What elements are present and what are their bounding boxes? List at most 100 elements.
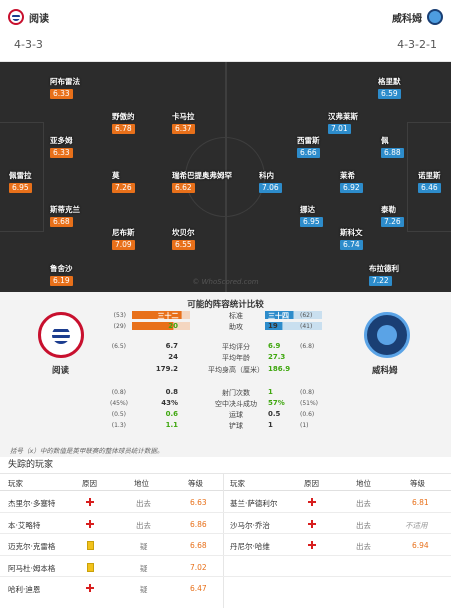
- status: 疑: [140, 563, 148, 573]
- player-link[interactable]: 沙马尔·乔治: [230, 520, 270, 530]
- player-name: 坎贝尔: [172, 228, 195, 237]
- home-player[interactable]: 莫 7.26: [112, 170, 135, 193]
- home-player[interactable]: 卡马拉 6.37: [172, 111, 195, 134]
- stat-label: 平均年龄: [222, 354, 250, 362]
- player-rating: 6.19: [50, 276, 73, 286]
- home-player[interactable]: 野傲的 6.78: [112, 111, 135, 134]
- player-link[interactable]: 基兰·萨德利尔: [230, 499, 278, 508]
- home-player[interactable]: 瑞希巴提奥弗姆罕 6.62: [172, 170, 232, 193]
- wycombe-badge-icon: [427, 9, 443, 25]
- home-team[interactable]: 阅读: [8, 9, 49, 25]
- status: 疑: [140, 585, 148, 594]
- home-player[interactable]: 尼布斯 7.09: [112, 227, 135, 250]
- home-league-avg: (0.8): [111, 389, 126, 396]
- injury-icon: [86, 498, 94, 506]
- away-player[interactable]: 泰勒 7.26: [381, 204, 404, 227]
- player-name: 斯科文: [340, 228, 363, 237]
- player-name: 斯蒂克兰: [50, 205, 80, 214]
- stat-row-avg-height: 179.2 平均身高（厘米） 186.9: [110, 365, 342, 376]
- home-league-avg: (6.5): [111, 343, 126, 350]
- stat-row-goals: (53) 三十二 标准 三十四 (62): [110, 311, 342, 322]
- home-player[interactable]: 鲁舍沙 6.19: [50, 263, 73, 286]
- status: 出去: [356, 499, 371, 508]
- player-link[interactable]: 阿马杜·姆本格: [8, 563, 56, 573]
- rating: 不适用: [405, 520, 428, 530]
- column-divider: [223, 474, 224, 608]
- stat-row-avg-age: 24 平均年龄 27.3: [110, 353, 342, 364]
- player-name: 挪达: [300, 205, 315, 214]
- col-reason: 原因: [304, 479, 319, 488]
- home-player[interactable]: 阿布雷法 6.33: [50, 76, 80, 99]
- away-player[interactable]: 汉弗莱斯 7.01: [328, 111, 358, 134]
- away-player[interactable]: 佩 6.88: [381, 135, 404, 158]
- home-player[interactable]: 亚多姆 6.33: [50, 135, 73, 158]
- col-rating: 等级: [410, 479, 425, 488]
- injury-icon: [308, 519, 316, 528]
- away-league-avg: (62): [300, 312, 313, 319]
- away-team-name[interactable]: 威科姆: [392, 13, 422, 25]
- away-league-avg: (51%): [300, 400, 319, 407]
- reading-badge-icon: [8, 9, 24, 25]
- stat-label: 助攻: [229, 323, 243, 331]
- player-rating: 6.74: [340, 240, 363, 250]
- player-link[interactable]: 迈克尔·克雷格: [8, 542, 56, 551]
- player-name: 亚多姆: [50, 136, 73, 145]
- player-name: 莫: [112, 171, 120, 180]
- player-name: 佩: [381, 136, 389, 145]
- away-player[interactable]: 莱希 6.92: [340, 170, 363, 193]
- table-row: 本·艾略特 出去 6.86 沙马尔·乔治 出去 不适用: [0, 513, 451, 534]
- away-value: 186.9: [268, 365, 291, 373]
- away-value: 19: [268, 322, 278, 330]
- home-value: 三十二: [157, 312, 179, 320]
- player-link[interactable]: 杰里尔·多塞特: [8, 499, 56, 508]
- home-player[interactable]: 坎贝尔 6.55: [172, 227, 195, 250]
- away-value: 三十四: [268, 312, 289, 320]
- away-player[interactable]: 格里默 6.59: [378, 76, 401, 99]
- comparison-home-team[interactable]: 阅读: [52, 366, 70, 376]
- col-reason: 原因: [82, 479, 97, 488]
- home-player[interactable]: 佩雷拉 6.95: [9, 170, 32, 193]
- away-player[interactable]: 布拉德利 7.22: [369, 263, 399, 286]
- stat-row-avg-rating: (6.5) 6.7 平均评分 6.9 (6.8): [110, 342, 342, 353]
- col-player: 玩家: [230, 479, 245, 488]
- rating: 6.47: [190, 584, 207, 593]
- rating: 7.02: [190, 562, 207, 572]
- comparison-away-team[interactable]: 威科姆: [372, 366, 398, 376]
- stat-label: 平均评分: [222, 343, 250, 351]
- away-player[interactable]: 诺里斯 6.46: [418, 170, 441, 193]
- player-rating: 7.26: [381, 217, 404, 227]
- stat-label: 空中决斗成功: [215, 400, 257, 408]
- home-value: 24: [168, 353, 178, 361]
- away-player[interactable]: 挪达 6.95: [300, 204, 323, 227]
- away-player[interactable]: 西雷斯 6.66: [297, 135, 320, 158]
- away-league-avg: (0.6): [300, 411, 315, 418]
- player-name: 诺里斯: [418, 171, 441, 180]
- player-rating: 6.37: [172, 124, 195, 134]
- pitch: 阿布雷法 6.33 野傲的 6.78 卡马拉 6.37 亚多姆 6.33 佩雷拉…: [0, 62, 451, 292]
- player-link[interactable]: 本·艾略特: [8, 520, 41, 530]
- col-rating: 等级: [188, 479, 203, 488]
- player-link[interactable]: 丹尼尔·哈维: [230, 542, 270, 551]
- away-player[interactable]: 科内 7.06: [259, 170, 282, 193]
- player-link[interactable]: 哈利·迪恩: [8, 585, 41, 594]
- home-team-name[interactable]: 阅读: [29, 13, 49, 25]
- stat-label: 平均身高（厘米）: [208, 366, 264, 374]
- player-rating: 6.68: [50, 217, 73, 227]
- player-rating: 6.62: [172, 183, 195, 193]
- status: 出去: [136, 499, 151, 508]
- home-player[interactable]: 斯蒂克兰 6.68: [50, 204, 80, 227]
- home-league-avg: (0.5): [111, 411, 126, 418]
- player-rating: 7.22: [369, 276, 392, 286]
- away-league-avg: (0.8): [300, 389, 315, 396]
- player-rating: 6.95: [9, 183, 32, 193]
- status: 出去: [356, 542, 371, 551]
- away-team[interactable]: 威科姆: [392, 9, 443, 25]
- home-value: 0.6: [165, 410, 178, 418]
- goals-assists-bars: [132, 311, 322, 330]
- stat-row-tackles: (1.3) 1.1 铲球 1 (1): [110, 421, 342, 432]
- table-row: 哈利·迪恩 疑 6.47: [0, 577, 451, 599]
- player-rating: 7.06: [259, 183, 282, 193]
- player-rating: 6.59: [378, 89, 401, 99]
- missing-players: 失踪的玩家 玩家 原因 地位 等级 玩家 原因 地位 等级 杰里尔·多塞特 出去…: [0, 457, 451, 608]
- away-player[interactable]: 斯科文 6.74: [340, 227, 363, 250]
